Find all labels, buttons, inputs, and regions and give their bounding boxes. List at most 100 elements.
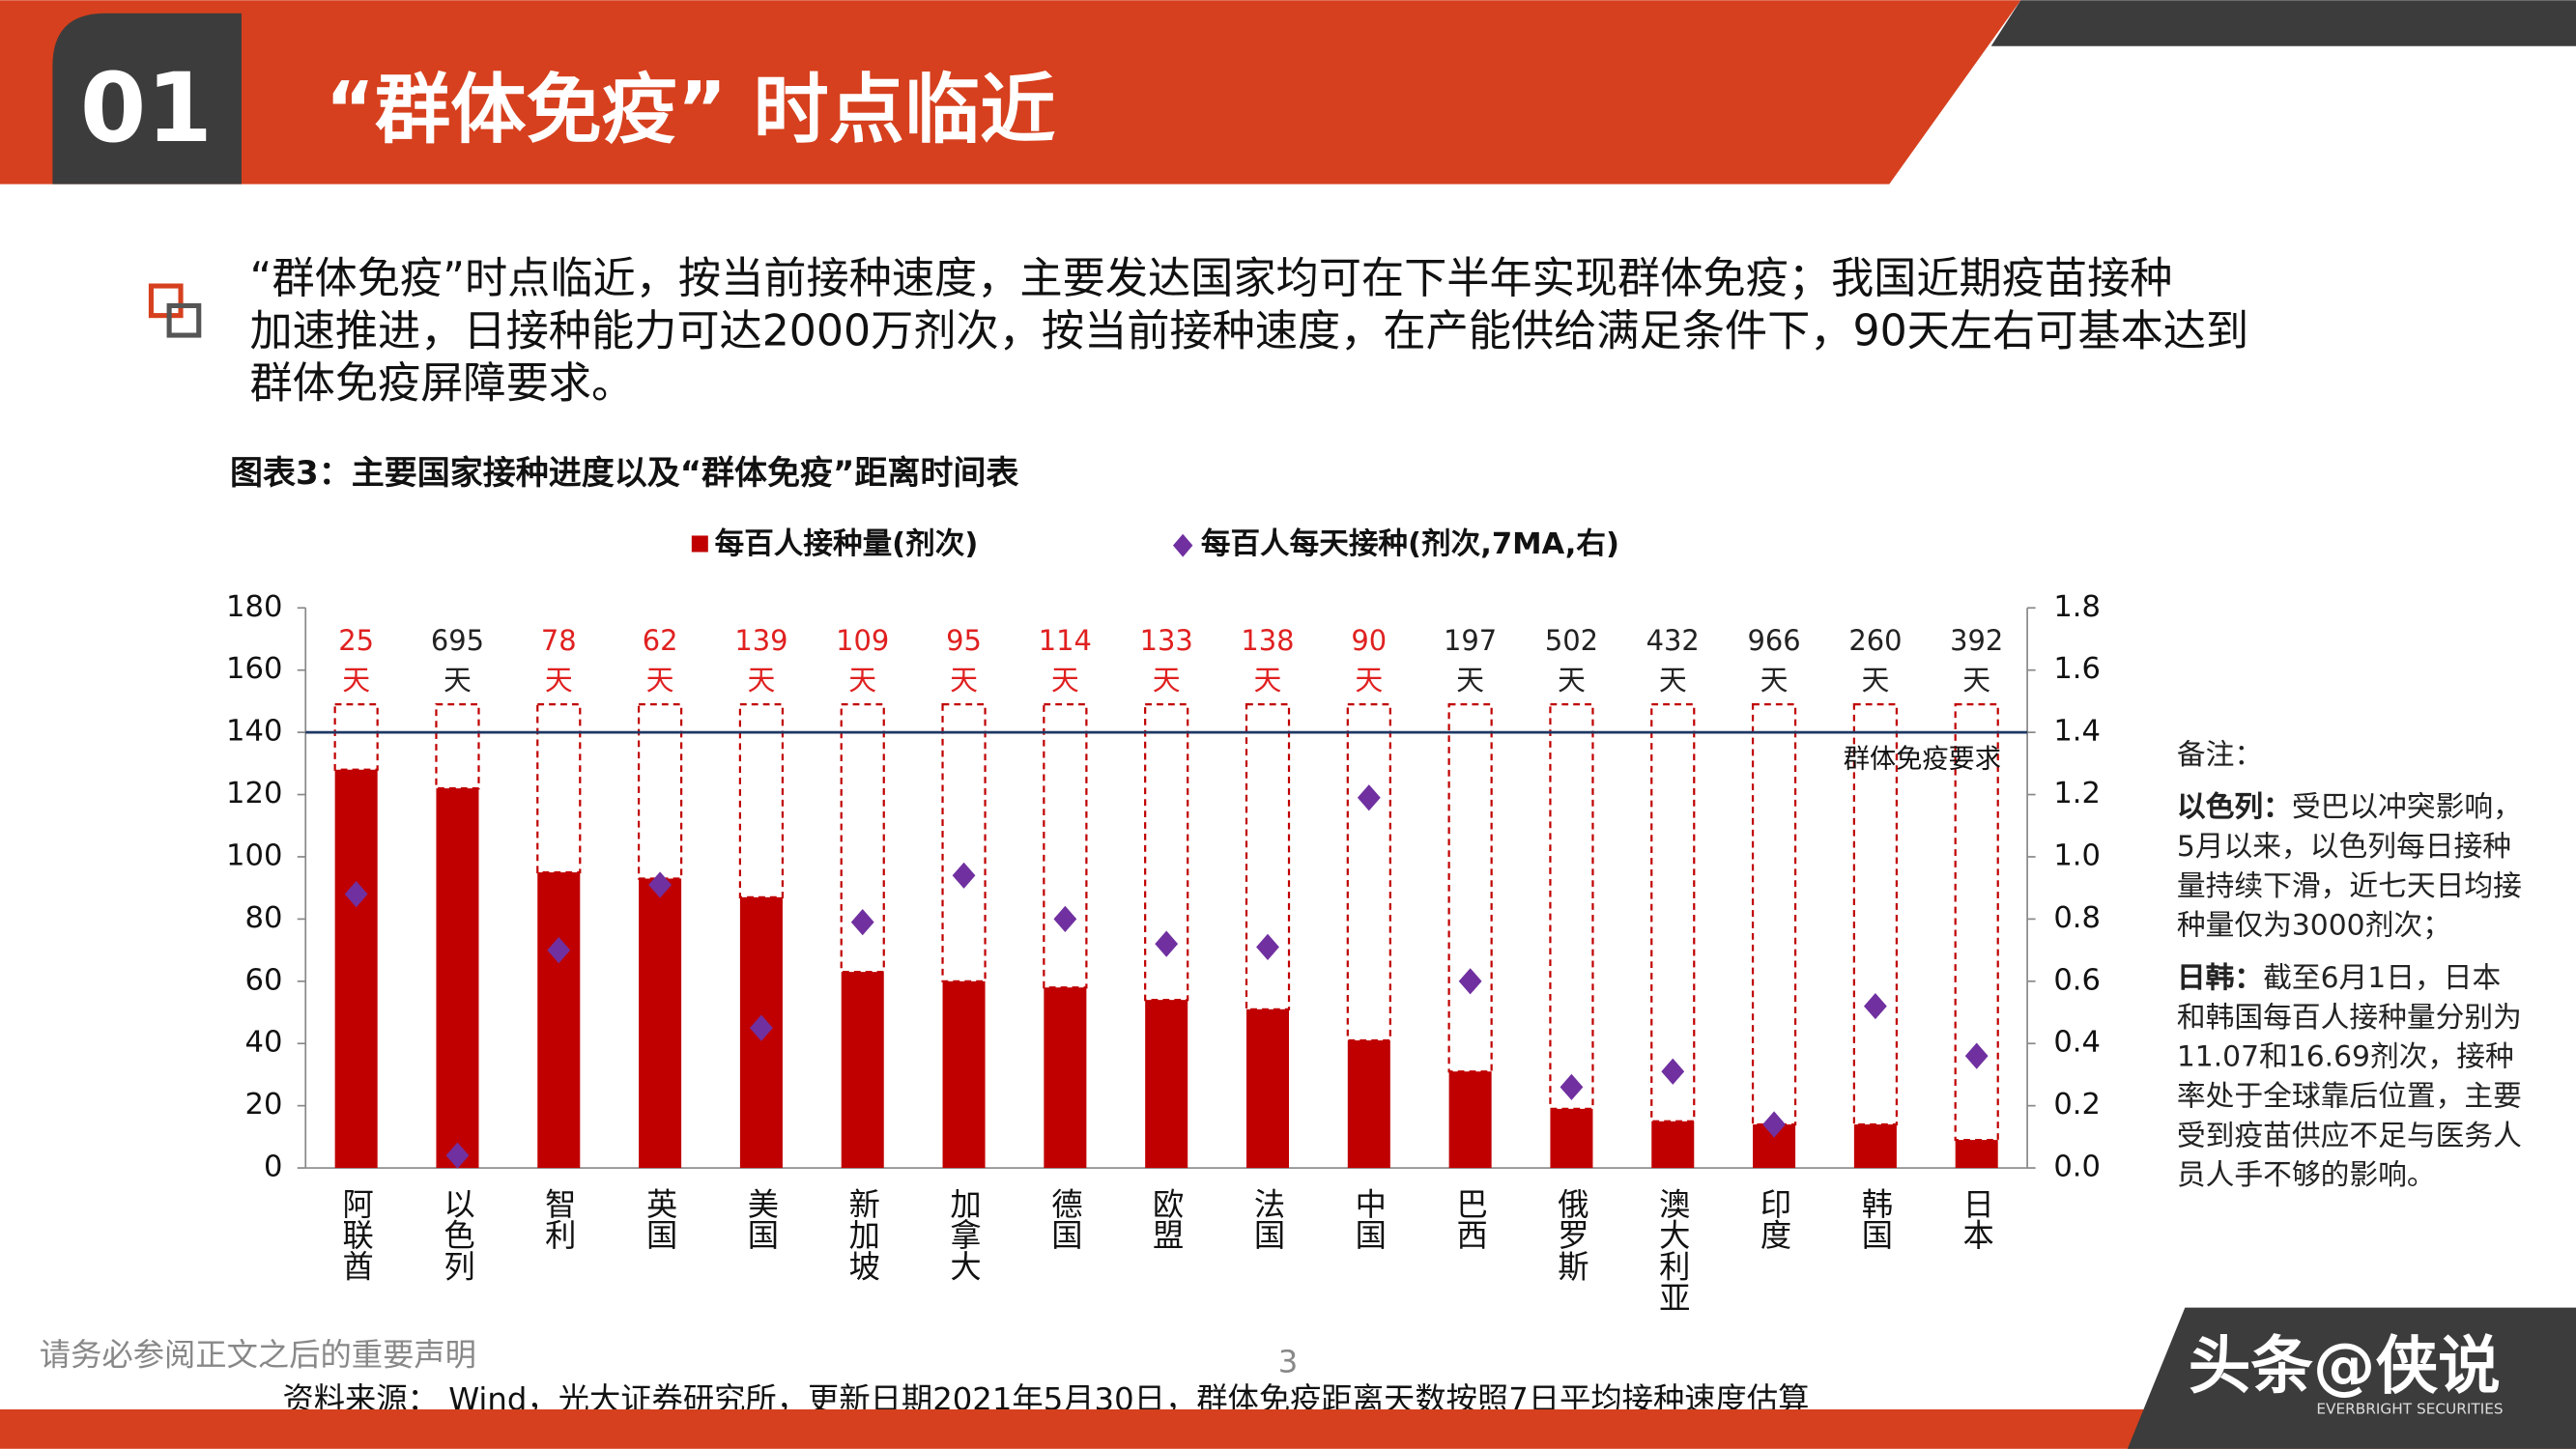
- x-tick-label: 德国: [1046, 1187, 1083, 1250]
- y-tick-label: 160: [226, 652, 282, 686]
- days-label: 25: [338, 624, 374, 657]
- x-tick-label: 韩国: [1857, 1187, 1894, 1250]
- marker: [750, 1014, 773, 1041]
- x-tick-label: 俄罗斯: [1553, 1187, 1589, 1281]
- days-label: 966: [1747, 624, 1800, 657]
- x-tick-label: 欧盟: [1148, 1187, 1185, 1250]
- days-unit: 天: [747, 664, 775, 696]
- y2-tick-label: 1.6: [2053, 652, 2101, 686]
- bar: [942, 980, 986, 1169]
- marker: [1458, 968, 1482, 995]
- marker: [1053, 905, 1077, 932]
- y-tick-label: 80: [245, 901, 283, 935]
- bar: [1550, 1108, 1593, 1169]
- logo-sub: EVERBRIGHT SECURITIES: [2316, 1401, 2503, 1418]
- page-number: 3: [1278, 1343, 1299, 1379]
- marker: [445, 1142, 470, 1169]
- bar: [841, 972, 884, 1169]
- bullet-icon: [166, 302, 202, 338]
- days-label: 392: [1950, 624, 2003, 657]
- y-tick-label: 100: [226, 838, 282, 872]
- y2-tick-label: 0.6: [2053, 963, 2101, 997]
- gap-box: [1549, 703, 1594, 1110]
- y2-tick-label: 1.4: [2053, 715, 2101, 749]
- x-tick-label: 新加坡: [844, 1187, 881, 1281]
- days-unit: 天: [1153, 664, 1181, 696]
- y-tick-label: 140: [226, 715, 282, 749]
- number-box: [52, 13, 242, 185]
- bar: [1044, 987, 1087, 1169]
- x-tick-label: 法国: [1249, 1187, 1286, 1250]
- days-unit: 天: [1659, 664, 1687, 696]
- x-tick-label: 日本: [1959, 1187, 1995, 1250]
- legend-swatch: [1172, 533, 1193, 557]
- days-label: 90: [1351, 624, 1387, 657]
- plot: 0 20 40 60 80 100 120 140 160 180 0.0 0.2 0.4 0.6 0.8 1…: [226, 526, 2101, 1313]
- days-unit: 天: [848, 664, 876, 696]
- days-unit: 天: [1760, 664, 1789, 696]
- days-unit: 天: [1861, 664, 1889, 696]
- watermark: 头条@侠说: [2189, 1330, 2501, 1403]
- gap-box: [1346, 703, 1391, 1042]
- days-unit: 天: [1962, 664, 1990, 696]
- section-number: 01: [80, 53, 213, 164]
- bar: [1853, 1123, 1897, 1169]
- x-tick-label: 英国: [642, 1187, 678, 1250]
- marker: [952, 862, 976, 889]
- bar: [639, 878, 682, 1169]
- notes-box: 备注： 以色列：受巴以冲突影响，5月以来，以色列每日接种量持续下滑，近七天日均接…: [2177, 736, 2522, 1196]
- days-unit: 天: [444, 664, 472, 696]
- days-unit: 天: [950, 664, 978, 696]
- bar: [1955, 1140, 1998, 1169]
- note-text: 受巴以冲突影响，5月以来，以色列每日接种量持续下滑，近七天日均接种量仅为3000…: [2176, 791, 2522, 944]
- days-label: 139: [734, 624, 787, 657]
- y-tick-label: 0: [264, 1151, 282, 1184]
- note-label: 以色列：: [2176, 791, 2292, 825]
- disclaimer: 请务必参阅正文之后的重要声明: [40, 1337, 476, 1374]
- bullet-line: “群体免疫”时点临近，按当前接种速度，主要发达国家均可在下半年实现群体免疫；我国…: [249, 254, 2172, 303]
- x-tick-label: 印度: [1756, 1187, 1792, 1250]
- days-label: 197: [1444, 624, 1497, 657]
- y2-tick-label: 0.2: [2053, 1088, 2101, 1122]
- bar: [1651, 1121, 1695, 1169]
- bar: [334, 769, 378, 1169]
- days-label: 695: [431, 624, 484, 657]
- gap-box: [435, 703, 480, 790]
- bar: [1347, 1040, 1390, 1169]
- note-text: 截至6月1日，日本和韩国每百人接种量分别为11.07和16.69剂次，接种率处于…: [2176, 962, 2522, 1193]
- days-unit: 天: [1355, 664, 1383, 696]
- x-tick-label: 加拿大: [946, 1187, 983, 1281]
- chart-title: 图表3：主要国家接种进度以及“群体免疫”距离时间表: [230, 454, 1018, 493]
- bar: [1448, 1071, 1492, 1169]
- days-label: 62: [643, 624, 678, 657]
- gap-box: [637, 703, 683, 880]
- x-tick-label: 智利: [540, 1187, 577, 1250]
- y2-tick-label: 1.2: [2053, 777, 2101, 810]
- days-unit: 天: [1254, 664, 1282, 696]
- marker: [648, 871, 673, 898]
- notes: 备注： 以色列：受巴以冲突影响，5月以来，以色列每日接种量持续下滑，近七天日均接…: [2177, 736, 2522, 1196]
- notes-heading: 备注：: [2176, 739, 2264, 773]
- x-tick-label: 中国: [1351, 1187, 1388, 1250]
- y-tick-label: 40: [245, 1026, 283, 1060]
- days-label: 95: [946, 624, 982, 657]
- y2-tick-label: 0.4: [2053, 1026, 2101, 1060]
- legend-swatch: [691, 535, 708, 553]
- bullet-line: 群体免疫屏障要求。: [249, 359, 634, 409]
- days-label: 260: [1848, 624, 1902, 657]
- bullet-icon: [148, 283, 184, 319]
- y2-tick-label: 0.8: [2053, 901, 2101, 935]
- bar: [537, 872, 581, 1169]
- y2-tick-label: 0.0: [2053, 1151, 2101, 1184]
- y2-tick-label: 1.8: [2053, 590, 2101, 624]
- days-label: 138: [1241, 624, 1294, 657]
- note: 以色列：受巴以冲突影响，5月以来，以色列每日接种量持续下滑，近七天日均接种量仅为…: [2177, 788, 2522, 946]
- days-label: 114: [1039, 624, 1092, 657]
- bar: [436, 788, 479, 1169]
- gap-box: [840, 703, 885, 974]
- header-strip: [1990, 0, 2576, 46]
- x-tick-label: 巴西: [1452, 1187, 1489, 1250]
- marker: [1155, 930, 1179, 957]
- logo-area: [2127, 1307, 2576, 1449]
